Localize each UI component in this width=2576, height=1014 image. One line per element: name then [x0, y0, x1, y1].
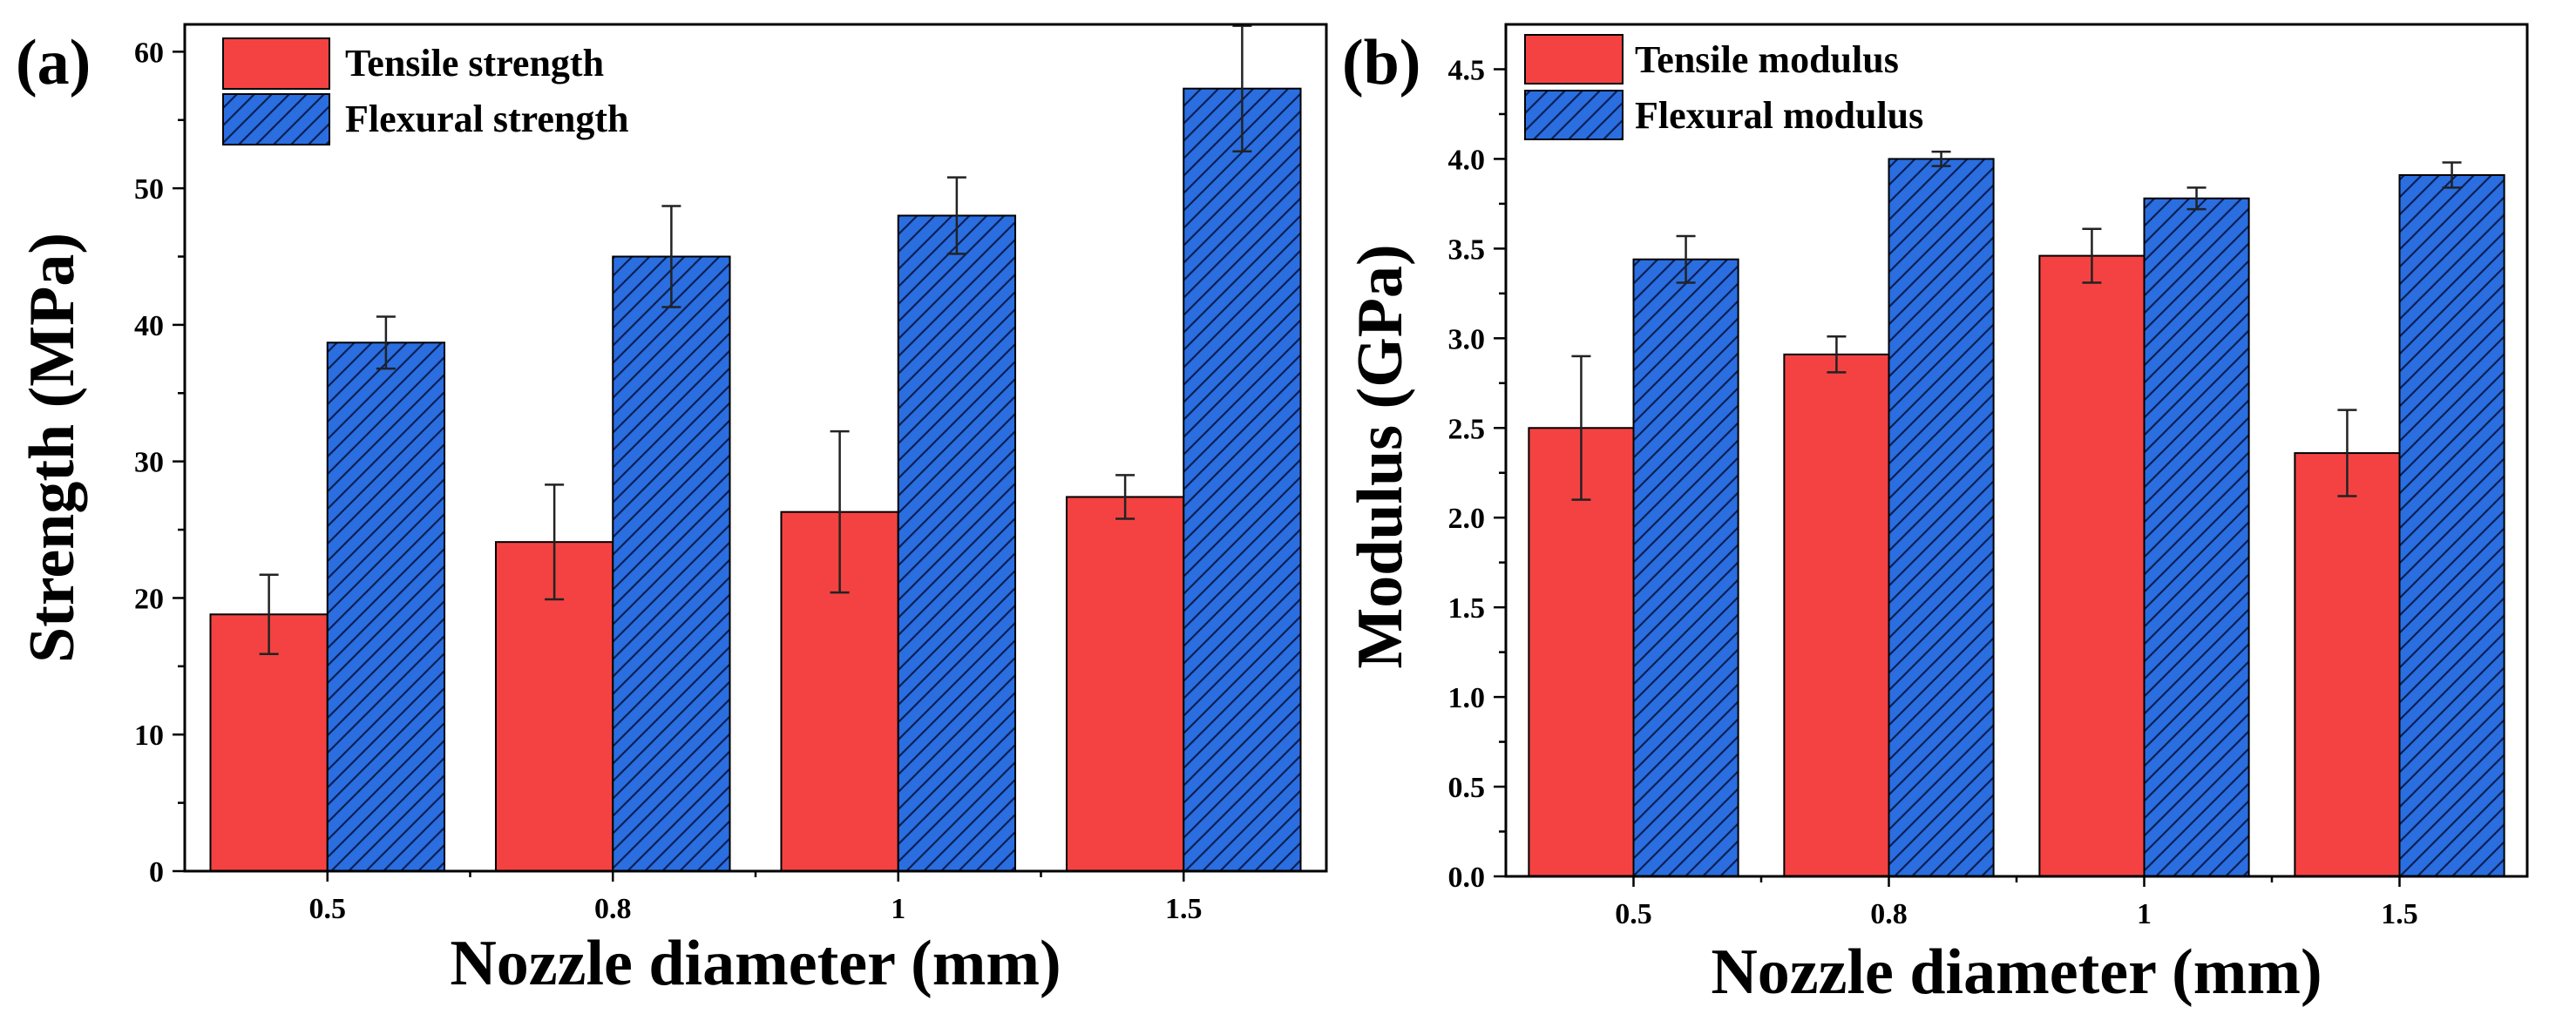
legend-label-tensile-modulus: Tensile modulus — [1635, 38, 1899, 81]
panel-a-x-ticks: 0.5 0.8 1 1.5 — [309, 871, 1203, 925]
panel-b: (b) 0.00.51.01.52.02.53.03.54.04.5 0.5 0.… — [1342, 23, 2529, 1008]
b-y-tick-label: 3.5 — [1448, 233, 1486, 266]
panel-a-x-axis-title: Nozzle diameter (mm) — [450, 928, 1061, 999]
a-y-tick-label: 20 — [134, 583, 164, 615]
bar-flexural-strength-0-5 — [326, 341, 446, 872]
panel-b-error-bars — [1571, 150, 2462, 501]
b-x-tick-label: 1.5 — [2381, 898, 2418, 930]
panel-a-bars — [209, 87, 1302, 873]
bar-tensile-strength-0-5 — [209, 613, 329, 872]
b-y-tick-label: 0.5 — [1448, 772, 1486, 804]
b-x-tick-label: 0.8 — [1870, 898, 1908, 930]
bar-flexural-modulus-0-5 — [1632, 258, 1739, 877]
a-y-tick-label: 60 — [134, 37, 164, 69]
a-x-tick-label: 0.5 — [309, 893, 347, 925]
b-y-tick-label: 2.5 — [1448, 413, 1486, 445]
a-x-tick-label: 1 — [891, 893, 905, 925]
error-bar-tensile-modulus-0-8 — [1827, 335, 1847, 374]
bar-flexural-modulus-1-5 — [2398, 173, 2505, 877]
legend-label-flexural-strength: Flexural strength — [345, 98, 629, 140]
error-bar-flexural-modulus-0-8 — [1931, 150, 1951, 167]
legend-label-tensile-strength: Tensile strength — [345, 42, 604, 84]
b-x-tick-label: 0.5 — [1615, 898, 1652, 930]
bar-flexural-strength-0-8 — [612, 255, 731, 873]
error-bar-flexural-strength-1-5 — [1232, 24, 1252, 153]
a-y-tick-label: 50 — [134, 173, 164, 206]
bar-flexural-strength-1-5 — [1183, 87, 1302, 872]
error-bar-flexural-modulus-0-5 — [1676, 234, 1696, 284]
bar-tensile-modulus-1 — [2038, 254, 2146, 878]
panel-a-error-bars — [259, 24, 1252, 655]
panel-b-x-ticks: 0.5 0.8 1 1.5 — [1615, 876, 2418, 930]
bar-tensile-modulus-0-8 — [1783, 353, 1890, 877]
b-y-tick-label: 1.0 — [1448, 682, 1486, 714]
panel-a-y-axis-title: Strength (MPa) — [17, 233, 88, 663]
error-bar-flexural-strength-0-5 — [376, 315, 396, 370]
panel-a-label: (a) — [16, 27, 91, 98]
error-bar-flexural-modulus-1-5 — [2442, 161, 2462, 189]
bar-flexural-strength-1 — [897, 214, 1017, 872]
legend-swatch-tensile-strength — [222, 37, 330, 90]
error-bar-tensile-modulus-0-5 — [1571, 355, 1591, 501]
panel-a-y-ticks: 0 10 20 30 40 50 60 — [134, 37, 185, 889]
error-bar-tensile-strength-0-5 — [259, 573, 279, 655]
a-y-tick-label: 30 — [134, 447, 164, 479]
bar-tensile-modulus-1-5 — [2294, 452, 2401, 878]
bar-flexural-modulus-0-8 — [1888, 158, 1995, 877]
bar-flexural-modulus-1 — [2143, 197, 2250, 877]
panel-a-legend: Tensile strength Flexural strength — [222, 37, 629, 145]
b-y-tick-label: 4.0 — [1448, 144, 1486, 176]
panel-b-label: (b) — [1342, 27, 1420, 98]
a-y-tick-label: 40 — [134, 310, 164, 342]
bar-tensile-strength-1-5 — [1065, 496, 1185, 872]
panel-b-legend: Tensile modulus Flexural modulus — [1524, 34, 1923, 140]
legend-label-flexural-modulus: Flexural modulus — [1635, 94, 1923, 137]
a-y-tick-label: 10 — [134, 720, 164, 752]
b-y-tick-label: 3.0 — [1448, 323, 1486, 355]
a-y-tick-label: 0 — [149, 856, 164, 889]
panel-b-bars — [1528, 158, 2505, 878]
bar-tensile-modulus-0-5 — [1528, 427, 1635, 877]
error-bar-flexural-strength-0-8 — [661, 205, 681, 308]
a-x-tick-label: 0.8 — [594, 893, 632, 925]
error-bar-tensile-strength-0-8 — [545, 483, 565, 601]
error-bar-tensile-modulus-1-5 — [2337, 409, 2357, 497]
error-bar-flexural-modulus-1 — [2186, 186, 2207, 211]
legend-swatch-flexural-modulus — [1524, 90, 1624, 140]
b-y-tick-label: 1.5 — [1448, 592, 1486, 625]
error-bar-tensile-strength-1-5 — [1115, 474, 1135, 520]
error-bar-flexural-strength-1 — [946, 176, 966, 255]
b-y-tick-label: 2.0 — [1448, 503, 1486, 535]
panel-a-plot-frame — [183, 23, 1328, 873]
error-bar-tensile-strength-1 — [830, 429, 850, 594]
panel-b-y-ticks: 0.0 0.5 1.0 1.5 2.0 2.5 3.0 3.5 4.0 4.5 — [1448, 54, 1506, 894]
b-y-tick-label: 4.5 — [1448, 54, 1486, 86]
panel-b-x-axis-title: Nozzle diameter (mm) — [1711, 936, 2322, 1008]
legend-swatch-tensile-modulus — [1524, 34, 1624, 84]
b-x-tick-label: 1 — [2137, 898, 2152, 930]
panel-b-plot-frame — [1504, 23, 2529, 878]
panel-b-y-axis-title: Modulus (GPa) — [1345, 244, 1416, 668]
panel-a: (a) 0 10 20 30 40 50 60 0.5 0.8 1 1.5 Strength (M… — [16, 23, 1328, 999]
error-bar-tensile-modulus-1 — [2082, 227, 2102, 284]
b-y-tick-label: 0.0 — [1448, 862, 1486, 894]
a-x-tick-label: 1.5 — [1165, 893, 1203, 925]
legend-swatch-flexural-strength — [222, 93, 330, 145]
